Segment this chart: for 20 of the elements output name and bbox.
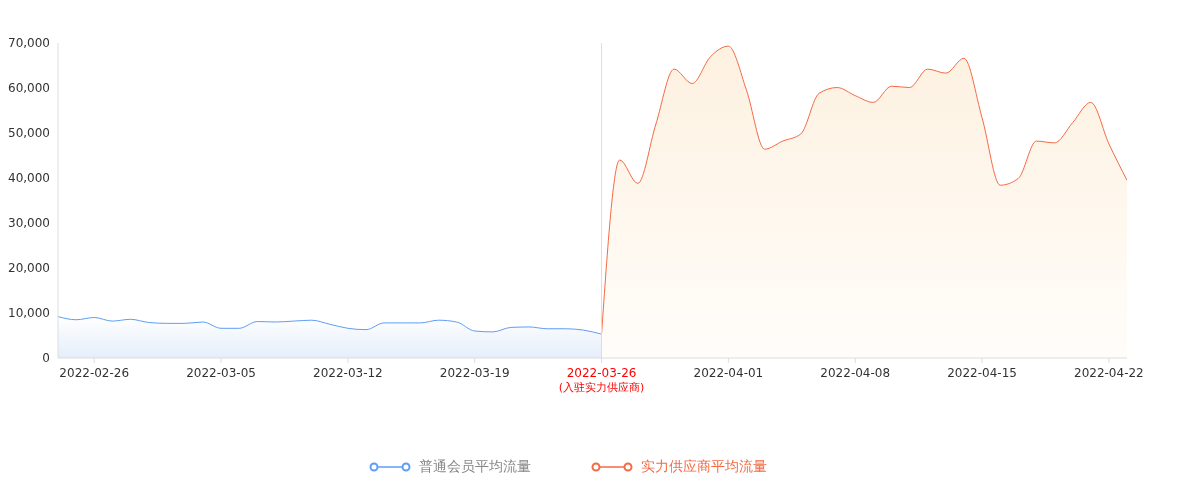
x-tick-label: 2022-03-26 [566, 366, 637, 380]
x-tick-label: 2022-04-08 [820, 366, 891, 380]
x-tick-label: 2022-03-19 [439, 366, 510, 380]
y-tick-label: 50,000 [8, 126, 50, 141]
x-tick-label: 2022-02-26 [59, 366, 130, 380]
y-tick-label: 10,000 [8, 306, 50, 321]
legend-label: 实力供应商平均流量 [640, 458, 767, 476]
y-tick-label: 70,000 [8, 36, 50, 51]
x-tick-label: 2022-03-12 [313, 366, 383, 380]
x-tick-label: 2022-04-01 [693, 366, 764, 380]
y-tick-label: 0 [42, 351, 50, 366]
y-tick-label: 30,000 [8, 216, 50, 231]
y-tick-label: 40,000 [8, 171, 50, 186]
x-tick-label: 2022-03-05 [186, 366, 256, 380]
ref-line-label: (入驻实力供应商) [558, 381, 645, 394]
x-tick-label: 2022-04-15 [947, 366, 1017, 380]
y-tick-label: 60,000 [8, 81, 50, 96]
legend-label: 普通会员平均流量 [418, 458, 531, 476]
y-tick-label: 20,000 [8, 261, 50, 276]
x-tick-label: 2022-04-22 [1074, 366, 1144, 380]
